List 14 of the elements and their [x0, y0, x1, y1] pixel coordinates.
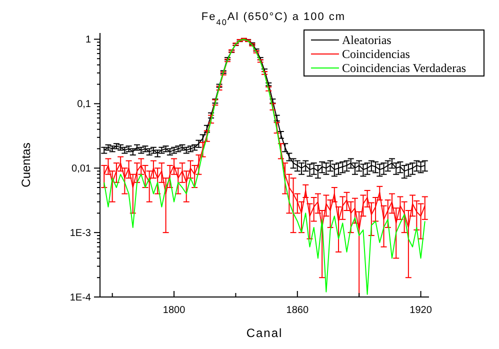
y-tick-label: 1: [85, 34, 92, 46]
legend-label: Coincidencias: [342, 47, 410, 61]
chart-title: Fe$_{40}$Al (650°C) a 100 cm: [201, 11, 346, 26]
legend-label: Coincidencias Verdaderas: [342, 61, 466, 75]
x-tick-label: 1800: [162, 305, 186, 316]
y-axis-title: Cuentas: [19, 142, 33, 188]
y-tick-label: 1E-4: [70, 292, 92, 304]
legend-label: Aleatorias: [342, 33, 392, 47]
x-tick-label: 1860: [286, 305, 309, 316]
y-tick-label: 0,01: [72, 164, 92, 175]
y-tick-label: 0,1: [77, 99, 92, 110]
x-tick-label: 1920: [410, 305, 432, 316]
y-tick-label: 1E-3: [70, 228, 92, 240]
x-axis-title: Canal: [246, 326, 283, 340]
